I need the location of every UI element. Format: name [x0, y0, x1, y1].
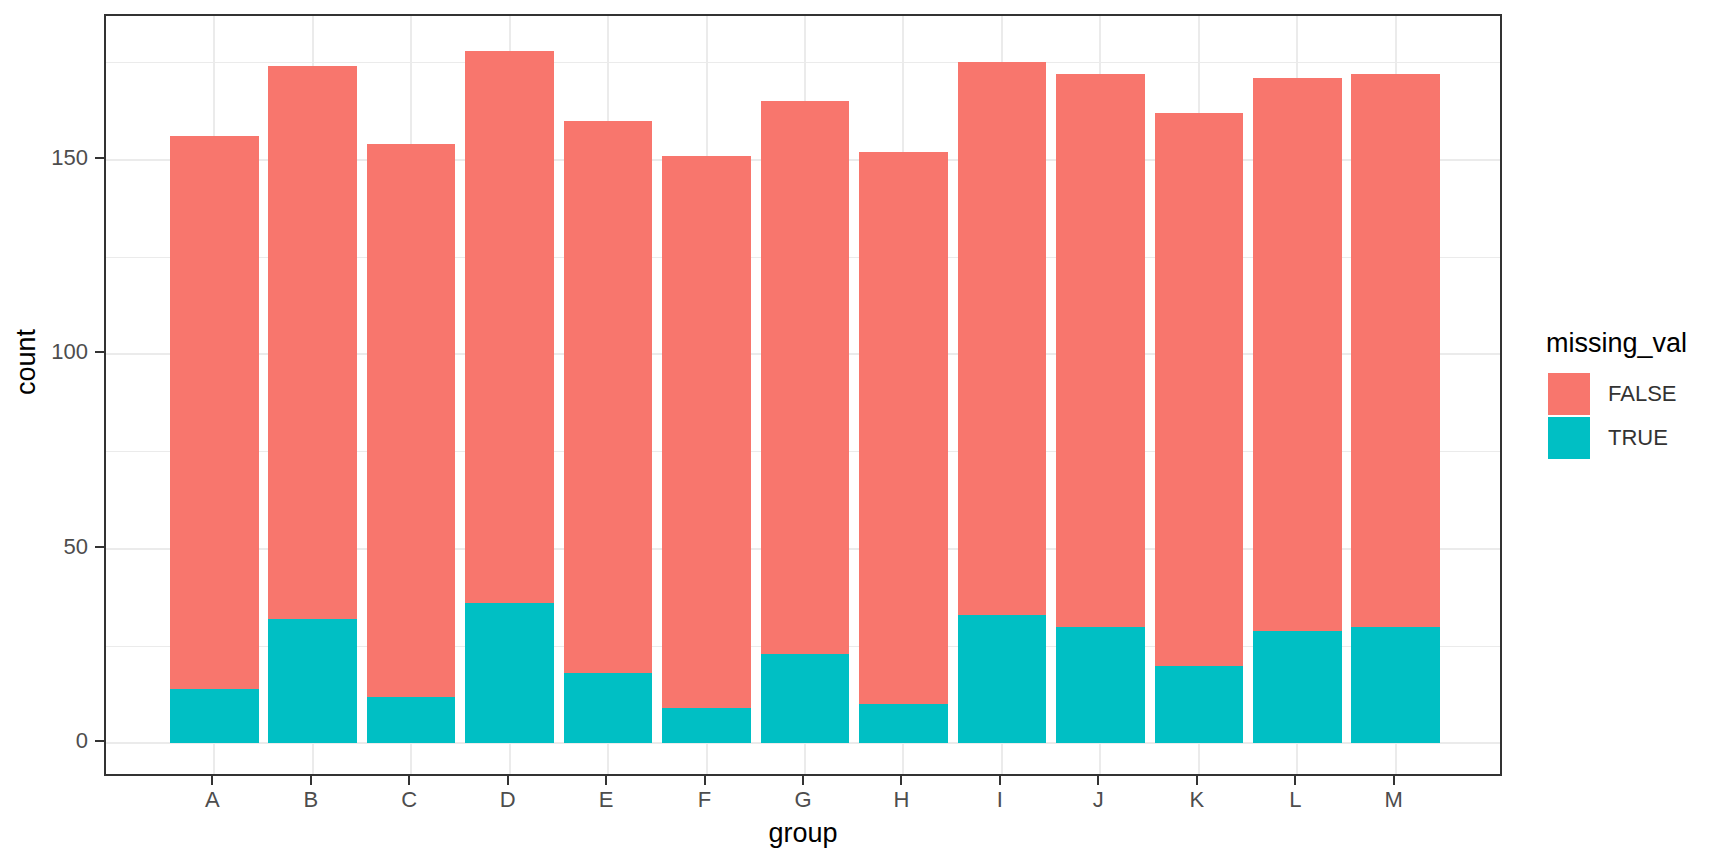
x-tick-mark-A [211, 776, 213, 785]
x-tick-mark-M [1393, 776, 1395, 785]
legend-swatch-FALSE [1548, 373, 1590, 415]
y-tick-label-0: 0 [18, 730, 88, 752]
bar-F-segment-FALSE [662, 156, 751, 709]
x-tick-mark-G [802, 776, 804, 785]
x-tick-label-H: H [893, 789, 909, 811]
legend-item-FALSE: FALSE [1546, 373, 1687, 415]
x-tick-label-A: A [205, 789, 220, 811]
x-tick-mark-E [605, 776, 607, 785]
y-tick-mark-0 [95, 740, 104, 742]
bar-M-segment-TRUE [1351, 627, 1440, 744]
bar-H-segment-FALSE [859, 152, 948, 705]
x-tick-label-I: I [997, 789, 1003, 811]
bar-J-segment-TRUE [1056, 627, 1145, 744]
x-tick-mark-C [408, 776, 410, 785]
bar-B-segment-FALSE [268, 66, 357, 619]
y-tick-mark-150 [95, 157, 104, 159]
x-tick-mark-K [1196, 776, 1198, 785]
bar-H-segment-TRUE [859, 704, 948, 743]
y-tick-label-150: 150 [18, 147, 88, 169]
x-tick-label-E: E [599, 789, 614, 811]
bar-I-segment-TRUE [958, 615, 1047, 743]
x-tick-mark-H [900, 776, 902, 785]
bar-K-segment-TRUE [1155, 666, 1244, 744]
x-tick-mark-B [310, 776, 312, 785]
bar-A-segment-TRUE [170, 689, 259, 743]
legend-title: missing_val [1546, 327, 1687, 359]
bar-L-segment-TRUE [1253, 631, 1342, 744]
gridline-minor-175 [106, 62, 1500, 63]
x-tick-label-F: F [698, 789, 711, 811]
x-tick-label-G: G [794, 789, 811, 811]
x-tick-label-M: M [1385, 789, 1403, 811]
bar-E-segment-TRUE [564, 673, 653, 743]
y-tick-mark-100 [95, 351, 104, 353]
x-tick-label-D: D [500, 789, 516, 811]
stacked-bar-chart-figure: count 050100150 ABCDEFGHIJKLM group miss… [0, 0, 1728, 864]
bar-J-segment-FALSE [1056, 74, 1145, 627]
bar-F-segment-TRUE [662, 708, 751, 743]
x-tick-label-K: K [1189, 789, 1204, 811]
bar-A-segment-FALSE [170, 136, 259, 689]
bar-E-segment-FALSE [564, 121, 653, 674]
x-tick-mark-F [704, 776, 706, 785]
bar-D-segment-TRUE [465, 603, 554, 743]
legend-label-FALSE: FALSE [1608, 381, 1676, 407]
y-tick-label-100: 100 [18, 341, 88, 363]
x-tick-label-J: J [1093, 789, 1104, 811]
y-tick-mark-50 [95, 546, 104, 548]
x-tick-mark-J [1097, 776, 1099, 785]
bar-G-segment-FALSE [761, 101, 850, 654]
x-tick-label-B: B [303, 789, 318, 811]
plot-panel [104, 14, 1502, 776]
x-tick-label-C: C [401, 789, 417, 811]
bar-G-segment-TRUE [761, 654, 850, 744]
bar-C-segment-TRUE [367, 697, 456, 744]
x-axis-title: group [768, 818, 837, 849]
bar-M-segment-FALSE [1351, 74, 1440, 627]
bar-D-segment-FALSE [465, 51, 554, 604]
bar-L-segment-FALSE [1253, 78, 1342, 631]
legend-swatch-TRUE [1548, 417, 1590, 459]
bar-C-segment-FALSE [367, 144, 456, 697]
x-tick-mark-I [999, 776, 1001, 785]
x-tick-mark-D [507, 776, 509, 785]
legend-items: FALSE TRUE [1546, 373, 1687, 459]
legend-label-TRUE: TRUE [1608, 425, 1668, 451]
y-tick-label-50: 50 [18, 536, 88, 558]
legend-item-TRUE: TRUE [1546, 417, 1687, 459]
bar-K-segment-FALSE [1155, 113, 1244, 666]
x-tick-mark-L [1294, 776, 1296, 785]
legend: missing_val FALSE TRUE [1546, 327, 1687, 461]
x-tick-label-L: L [1289, 789, 1301, 811]
bar-B-segment-TRUE [268, 619, 357, 744]
bar-I-segment-FALSE [958, 62, 1047, 615]
